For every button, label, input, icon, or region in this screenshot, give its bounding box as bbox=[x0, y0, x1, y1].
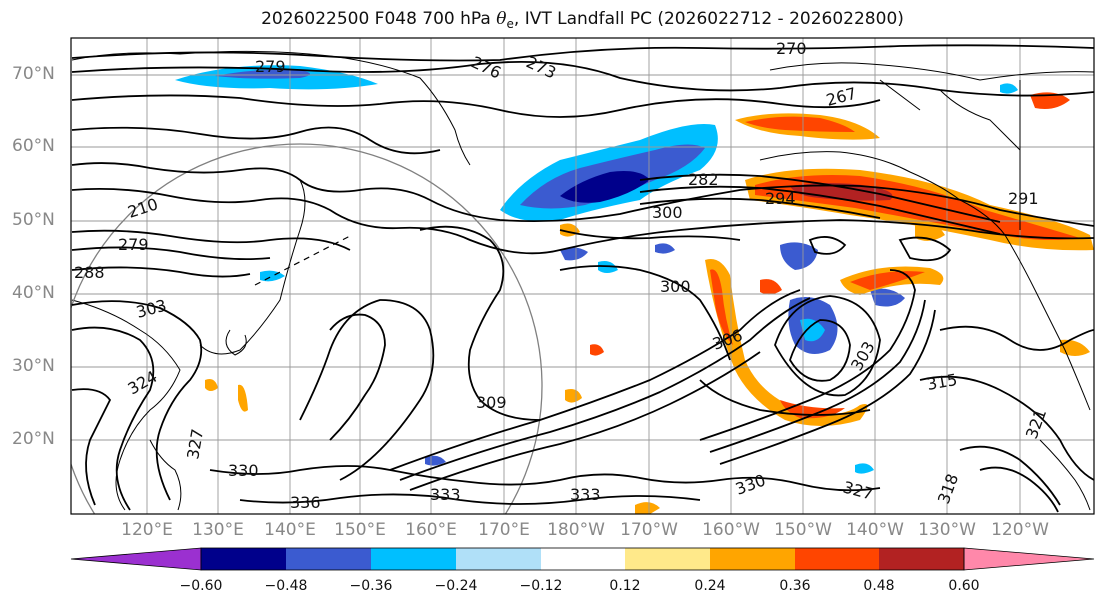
colorbar bbox=[70, 547, 1095, 571]
colorbar-tick-label: 0.12 bbox=[609, 578, 641, 594]
colorbar-bin bbox=[710, 548, 795, 570]
contour-label: 210 bbox=[125, 194, 160, 222]
colorbar-tick-label: −0.12 bbox=[519, 578, 563, 594]
contour-label: 282 bbox=[688, 170, 719, 189]
lon-label: 140°W bbox=[846, 520, 904, 540]
lon-label: 120°W bbox=[991, 520, 1049, 540]
theta-e-contours bbox=[71, 44, 1094, 513]
range-ring bbox=[71, 143, 543, 514]
colorbar-tick-label: −0.60 bbox=[179, 578, 223, 594]
lon-label: 150°W bbox=[774, 520, 832, 540]
lon-label: 170°W bbox=[620, 520, 678, 540]
colorbar-tick-label: 0.36 bbox=[779, 578, 811, 594]
graticule bbox=[71, 38, 1094, 514]
contour-label: 330 bbox=[228, 461, 259, 480]
contour-label: 315 bbox=[925, 370, 958, 394]
lat-label: 50°N bbox=[12, 210, 55, 230]
contour-label: 279 bbox=[255, 57, 286, 76]
contour-label: 300 bbox=[652, 203, 683, 222]
contour-label: 294 bbox=[765, 189, 796, 208]
lat-label: 70°N bbox=[12, 64, 55, 84]
lon-label: 180°W bbox=[547, 520, 605, 540]
colorbar-bin bbox=[456, 548, 541, 570]
contour-label: 279 bbox=[118, 235, 149, 254]
contour-label: 333 bbox=[570, 485, 601, 504]
lon-label: 170°E bbox=[478, 520, 530, 540]
contour-label: 336 bbox=[290, 493, 321, 512]
colorbar-tick-label: −0.24 bbox=[434, 578, 478, 594]
contour-label: 321 bbox=[1022, 406, 1050, 441]
map-title: 2026022500 F048 700 hPa θe, IVT Landfall… bbox=[261, 9, 904, 31]
colorbar-bin bbox=[625, 548, 710, 570]
colorbar-bin bbox=[541, 548, 625, 570]
contour-label: 327 bbox=[183, 427, 207, 460]
colorbar-tick-label: 0.60 bbox=[948, 578, 980, 594]
contour-label: 291 bbox=[1008, 189, 1039, 208]
colorbar-bin bbox=[879, 548, 964, 570]
lon-label: 130°W bbox=[918, 520, 976, 540]
lon-label: 160°W bbox=[702, 520, 760, 540]
contour-label: 330 bbox=[733, 470, 768, 498]
contour-label: 276 bbox=[468, 52, 504, 82]
colorbar-tick-label: −0.48 bbox=[264, 578, 308, 594]
colorbar-bin bbox=[201, 548, 286, 570]
contour-label: 327 bbox=[841, 478, 875, 504]
contour-label: 303 bbox=[134, 296, 168, 322]
shaded-field bbox=[175, 65, 1094, 514]
contour-label: 333 bbox=[430, 485, 461, 504]
lon-label: 120°E bbox=[121, 520, 173, 540]
colorbar-bin bbox=[371, 548, 456, 570]
lon-label: 140°E bbox=[264, 520, 316, 540]
lon-label: 150°E bbox=[334, 520, 386, 540]
lat-label: 60°N bbox=[12, 136, 55, 156]
contour-label: 273 bbox=[523, 52, 559, 82]
lat-label: 40°N bbox=[12, 283, 55, 303]
lat-label: 30°N bbox=[12, 356, 55, 376]
colorbar-tick-label: 0.48 bbox=[863, 578, 895, 594]
plot-frame bbox=[70, 37, 1095, 515]
contour-label: 300 bbox=[660, 277, 691, 296]
colorbar-extend-high bbox=[963, 547, 1095, 571]
lon-label: 160°E bbox=[405, 520, 457, 540]
colorbar-bin bbox=[286, 548, 371, 570]
lon-label: 130°E bbox=[192, 520, 244, 540]
contour-label: 309 bbox=[476, 393, 507, 412]
lat-label: 20°N bbox=[12, 429, 55, 449]
colorbar-tick-label: −0.36 bbox=[349, 578, 393, 594]
colorbar-tick-label: 0.24 bbox=[694, 578, 726, 594]
contour-label: 288 bbox=[74, 263, 105, 282]
colorbar-extend-low bbox=[70, 547, 202, 571]
contour-label: 324 bbox=[125, 367, 161, 399]
contour-label: 318 bbox=[934, 471, 962, 506]
colorbar-bin bbox=[795, 548, 879, 570]
contour-label: 303 bbox=[847, 338, 879, 374]
contour-label: 270 bbox=[776, 39, 807, 58]
